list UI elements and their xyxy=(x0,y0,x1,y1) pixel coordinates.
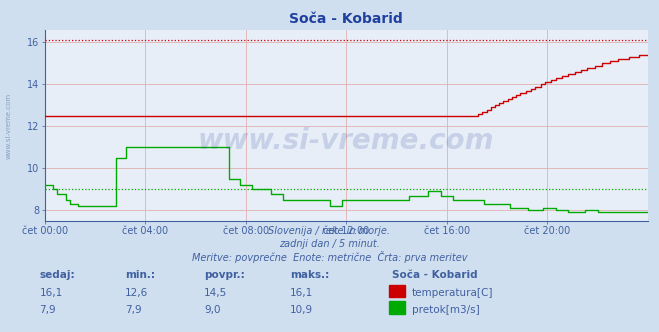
Text: pretok[m3/s]: pretok[m3/s] xyxy=(412,305,480,315)
Text: povpr.:: povpr.: xyxy=(204,270,245,280)
Text: maks.:: maks.: xyxy=(290,270,330,280)
Text: www.si-vreme.com: www.si-vreme.com xyxy=(198,126,494,155)
Text: Meritve: povprečne  Enote: metrične  Črta: prva meritev: Meritve: povprečne Enote: metrične Črta:… xyxy=(192,251,467,263)
Text: temperatura[C]: temperatura[C] xyxy=(412,288,494,298)
Text: www.si-vreme.com: www.si-vreme.com xyxy=(5,93,12,159)
Text: 16,1: 16,1 xyxy=(40,288,63,298)
Text: zadnji dan / 5 minut.: zadnji dan / 5 minut. xyxy=(279,239,380,249)
Text: sedaj:: sedaj: xyxy=(40,270,75,280)
Title: Soča - Kobarid: Soča - Kobarid xyxy=(289,12,403,26)
Text: 12,6: 12,6 xyxy=(125,288,148,298)
Text: 14,5: 14,5 xyxy=(204,288,227,298)
Text: 16,1: 16,1 xyxy=(290,288,313,298)
Text: Soča - Kobarid: Soča - Kobarid xyxy=(392,270,478,280)
Text: 9,0: 9,0 xyxy=(204,305,221,315)
Text: 7,9: 7,9 xyxy=(40,305,56,315)
Text: Slovenija / reke in morje.: Slovenija / reke in morje. xyxy=(268,226,391,236)
Text: 7,9: 7,9 xyxy=(125,305,142,315)
Text: 10,9: 10,9 xyxy=(290,305,313,315)
Text: min.:: min.: xyxy=(125,270,156,280)
